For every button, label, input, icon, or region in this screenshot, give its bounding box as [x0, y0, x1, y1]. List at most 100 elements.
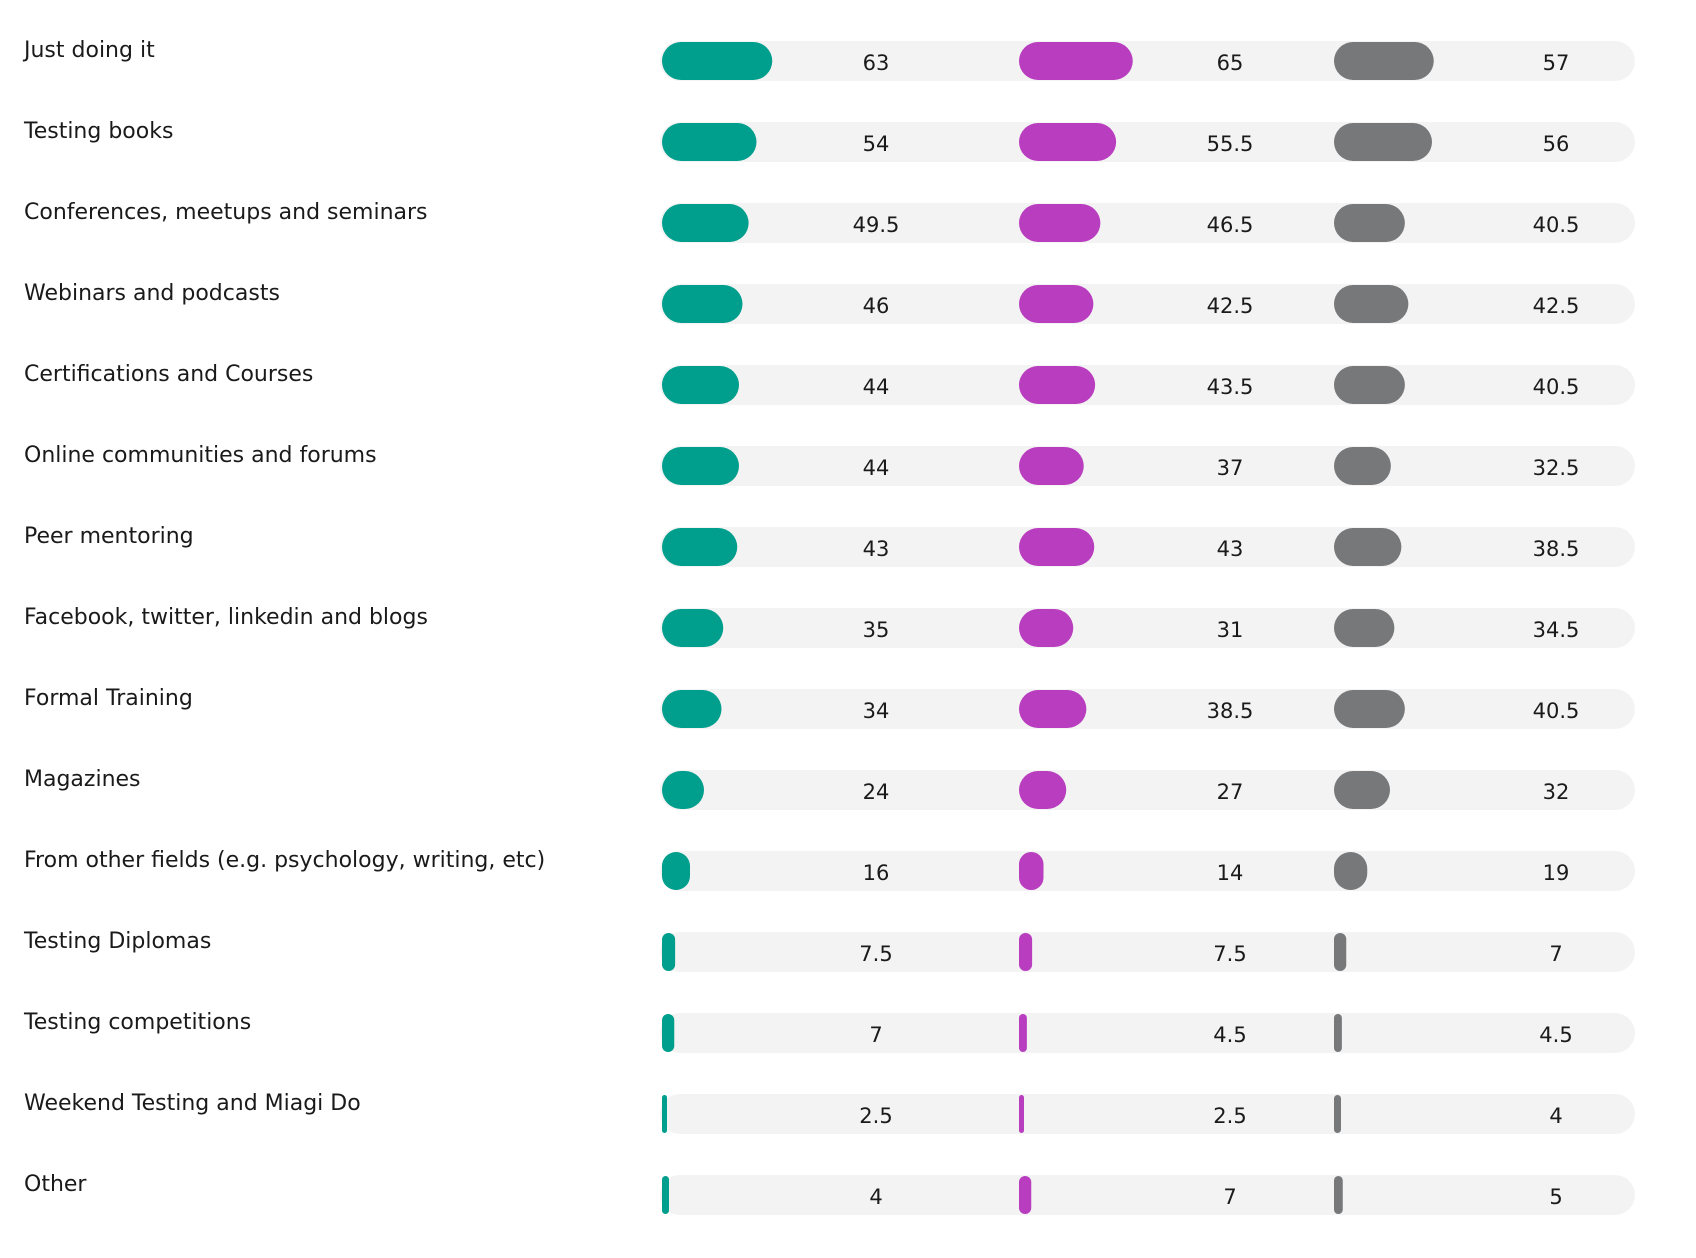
- bar: [1019, 1176, 1032, 1214]
- value-label: 63: [863, 51, 890, 75]
- value-label: 49.5: [853, 213, 900, 237]
- category-label: Conferences, meetups and seminars: [24, 200, 428, 225]
- bar: [1019, 204, 1101, 242]
- value-label: 44: [863, 456, 890, 480]
- bar: [1019, 123, 1117, 161]
- track: [660, 608, 1635, 648]
- bar: [1019, 447, 1084, 485]
- bar: [1019, 285, 1094, 323]
- bar: [662, 528, 738, 566]
- value-label: 40.5: [1533, 375, 1580, 399]
- track: [660, 203, 1635, 243]
- bar: [662, 771, 704, 809]
- value-label: 32.5: [1533, 456, 1580, 480]
- category-label: From other fields (e.g. psychology, writ…: [24, 848, 545, 873]
- value-label: 31: [1217, 618, 1244, 642]
- category-label: Formal Training: [24, 686, 193, 711]
- bar: [662, 1095, 667, 1133]
- bar: [1019, 366, 1096, 404]
- category-label: Online communities and forums: [24, 443, 377, 468]
- track: [660, 1094, 1635, 1134]
- value-label: 34.5: [1533, 618, 1580, 642]
- bar: [1019, 852, 1044, 890]
- track: [660, 689, 1635, 729]
- value-label: 40.5: [1533, 699, 1580, 723]
- bar: [1334, 771, 1390, 809]
- value-label: 4.5: [1213, 1023, 1246, 1047]
- value-label: 4.5: [1539, 1023, 1572, 1047]
- value-label: 5: [1549, 1185, 1562, 1209]
- value-label: 54: [863, 132, 890, 156]
- value-label: 42.5: [1533, 294, 1580, 318]
- bar: [662, 285, 743, 323]
- category-label: Facebook, twitter, linkedin and blogs: [24, 605, 428, 630]
- category-label: Weekend Testing and Miagi Do: [24, 1091, 361, 1116]
- value-label: 38.5: [1533, 537, 1580, 561]
- bar: [1334, 42, 1434, 80]
- value-label: 55.5: [1207, 132, 1254, 156]
- value-label: 16: [863, 861, 890, 885]
- bar: [1334, 1095, 1341, 1133]
- track: [660, 446, 1635, 486]
- track: [660, 1175, 1635, 1215]
- category-label: Testing Diplomas: [23, 929, 211, 954]
- value-label: 7: [869, 1023, 882, 1047]
- bar: [1334, 690, 1405, 728]
- value-label: 32: [1543, 780, 1570, 804]
- value-label: 44: [863, 375, 890, 399]
- bar: [1019, 933, 1033, 971]
- bar: [662, 1014, 675, 1052]
- track: [660, 41, 1635, 81]
- value-label: 65: [1217, 51, 1244, 75]
- bar: [662, 366, 739, 404]
- bar: [662, 933, 676, 971]
- value-label: 19: [1543, 861, 1570, 885]
- bar: [662, 42, 773, 80]
- category-label: Peer mentoring: [24, 524, 194, 549]
- value-label: 2.5: [859, 1104, 892, 1128]
- track: [660, 851, 1635, 891]
- value-label: 43.5: [1207, 375, 1254, 399]
- track: [660, 284, 1635, 324]
- bar: [662, 1176, 669, 1214]
- bar: [1019, 771, 1067, 809]
- value-label: 43: [863, 537, 890, 561]
- bar: [662, 447, 739, 485]
- track: [660, 365, 1635, 405]
- track: [660, 932, 1635, 972]
- value-label: 46.5: [1207, 213, 1254, 237]
- bar: [1334, 852, 1368, 890]
- bar: [1019, 42, 1133, 80]
- bar: [1019, 1014, 1027, 1052]
- category-label: Other: [24, 1172, 87, 1197]
- value-label: 38.5: [1207, 699, 1254, 723]
- category-label: Just doing it: [22, 38, 155, 63]
- bar: [1334, 204, 1405, 242]
- category-label: Certifications and Courses: [24, 362, 313, 387]
- value-label: 27: [1217, 780, 1244, 804]
- value-label: 35: [863, 618, 890, 642]
- bar: [662, 609, 724, 647]
- value-label: 4: [1549, 1104, 1562, 1128]
- bar: [1334, 285, 1409, 323]
- value-label: 24: [863, 780, 890, 804]
- value-label: 34: [863, 699, 890, 723]
- bar: [1334, 528, 1402, 566]
- value-label: 57: [1543, 51, 1570, 75]
- value-label: 14: [1217, 861, 1244, 885]
- value-label: 7.5: [1213, 942, 1246, 966]
- bar: [662, 204, 749, 242]
- value-label: 56: [1543, 132, 1570, 156]
- value-label: 40.5: [1533, 213, 1580, 237]
- bar: [662, 690, 722, 728]
- track: [660, 1013, 1635, 1053]
- bar: [1334, 366, 1405, 404]
- value-label: 2.5: [1213, 1104, 1246, 1128]
- track: [660, 527, 1635, 567]
- category-label: Testing books: [23, 119, 173, 144]
- bar: [1334, 1176, 1343, 1214]
- value-label: 4: [869, 1185, 882, 1209]
- track: [660, 770, 1635, 810]
